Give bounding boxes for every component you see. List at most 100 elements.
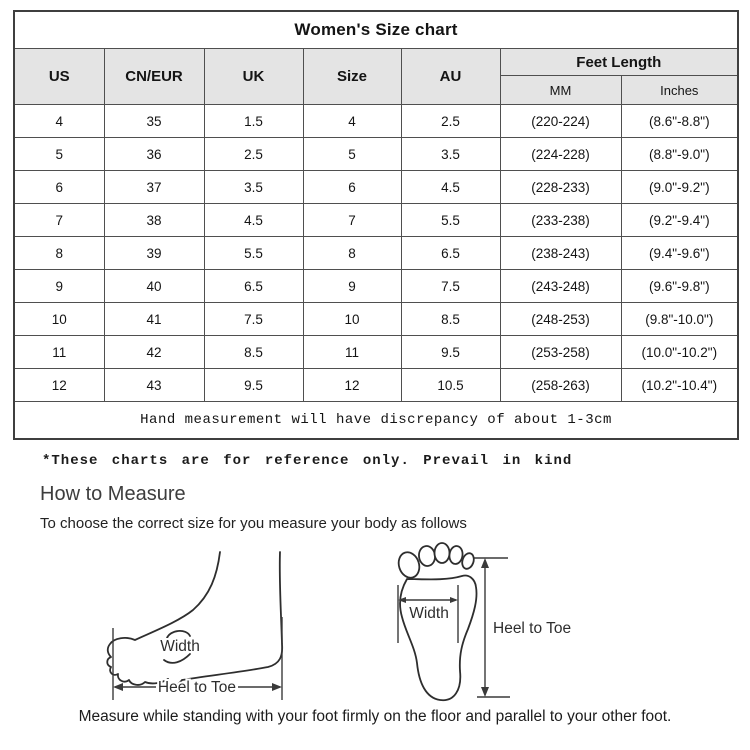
table-cell: 7 [13,203,105,237]
table-cell: (258-263) [499,368,622,402]
side-heel-to-toe-label: Heel to Toe [158,679,236,696]
sole-width-label: Width [409,605,449,622]
table-cell: 3.5 [400,137,501,171]
table-cell: (8.6"-8.8") [620,104,739,138]
arrowhead-left-icon [113,683,123,691]
table-row: 12 43 9.5 12 10.5 (258-263) (10.2"-10.4") [13,368,739,402]
table-cell: 11 [13,335,105,369]
foot-knuckle-detail [166,630,191,639]
table-cell: (224-228) [499,137,622,171]
table-cell: 43 [103,368,205,402]
table-cell: 40 [103,269,205,303]
table-row: 4 35 1.5 4 2.5 (220-224) (8.6"-8.8") [13,104,739,138]
table-cell: (220-224) [499,104,622,138]
column-header-mm: MM [499,75,622,105]
table-cell: 8 [13,236,105,270]
table-cell: 6 [302,170,402,204]
second-toe-icon [418,545,436,567]
table-row: 7 38 4.5 7 5.5 (233-238) (9.2"-9.4") [13,203,739,237]
table-cell: 7.5 [203,302,304,336]
table-cell: (9.2"-9.4") [620,203,739,237]
table-cell: 12 [302,368,402,402]
table-cell: 9.5 [203,368,304,402]
table-cell: 8.5 [203,335,304,369]
table-cell: 5.5 [400,203,501,237]
column-header-au: AU [400,48,501,105]
table-cell: (238-243) [499,236,622,270]
table-cell: 38 [103,203,205,237]
table-cell: (8.8"-9.0") [620,137,739,171]
table-cell: 9 [13,269,105,303]
table-cell: 4 [13,104,105,138]
table-cell: 8 [302,236,402,270]
column-header-inches: Inches [620,75,739,105]
table-cell: (233-238) [499,203,622,237]
arrowhead-right-icon [272,683,282,691]
table-cell: 9.5 [400,335,501,369]
table-cell: 35 [103,104,205,138]
column-header-size: Size [302,48,402,105]
table-cell: 41 [103,302,205,336]
table-header-row: US CN/EUR UK Size AU Feet Length [13,47,739,105]
table-cell: 2.5 [400,104,501,138]
table-cell: 5 [13,137,105,171]
table-row: 10 41 7.5 10 8.5 (248-253) (9.8"-10.0") [13,302,739,336]
arrowhead-up-icon [481,558,489,568]
big-toe-icon [397,551,421,579]
foot-instep-crease [163,653,191,664]
table-cell: 4.5 [400,170,501,204]
size-chart-table: Women's Size chart US CN/EUR UK Size AU … [13,10,740,440]
table-cell: (243-248) [499,269,622,303]
table-cell: 5 [302,137,402,171]
table-cell: 10 [13,302,105,336]
table-cell: (248-253) [499,302,622,336]
table-cell: 6 [13,170,105,204]
table-cell: 8.5 [400,302,501,336]
table-cell: 12 [13,368,105,402]
table-cell: 42 [103,335,205,369]
table-cell: 10.5 [400,368,501,402]
table-row: 11 42 8.5 11 9.5 (253-258) (10.0"-10.2") [13,335,739,369]
foot-sole-view-diagram: Width Heel to Toe [397,542,573,702]
table-cell: 10 [302,302,402,336]
table-cell: 6.5 [400,236,501,270]
table-row: 5 36 2.5 5 3.5 (224-228) (8.8"-9.0") [13,137,739,171]
fifth-toe-icon [461,552,475,570]
table-row: 6 37 3.5 6 4.5 (228-233) (9.0"-9.2") [13,170,739,204]
table-footer-row: Hand measurement will have discrepancy o… [13,401,739,440]
table-cell: 4 [302,104,402,138]
table-footer-note: Hand measurement will have discrepancy o… [13,401,739,440]
side-width-label: Width [160,638,200,655]
column-header-us: US [13,48,105,105]
measure-caption: Measure while standing with your foot fi… [78,708,672,725]
arrowhead-down-icon [481,687,489,697]
table-cell: (253-258) [499,335,622,369]
table-cell: 1.5 [203,104,304,138]
table-cell: 36 [103,137,205,171]
column-header-feet-length: Feet Length [499,47,739,77]
column-header-cn-eur: CN/EUR [103,48,205,105]
table-subheader-row: MM Inches [14,75,739,105]
table-cell: 5.5 [203,236,304,270]
table-title-row: Women's Size chart [13,10,739,49]
table-row: 8 39 5.5 8 6.5 (238-243) (9.4"-9.6") [13,236,739,270]
table-cell: 7.5 [400,269,501,303]
table-cell: 4.5 [203,203,304,237]
table-cell: (228-233) [499,170,622,204]
table-cell: 9 [302,269,402,303]
foot-side-outline [106,551,221,686]
table-cell: 3.5 [203,170,304,204]
third-toe-icon [433,542,451,564]
foot-sole-outline [399,574,478,702]
table-cell: (9.6"-9.8") [620,269,739,303]
size-table-body: 4 35 1.5 4 2.5 (220-224) (8.6"-8.8") 5 36 2.5 5 3.5… [13,104,739,402]
table-cell: (9.4"-9.6") [620,236,739,270]
arrowhead-right-icon [450,597,458,603]
table-cell: (10.2"-10.4") [620,368,739,402]
sole-heel-to-toe-label: Heel to Toe [493,620,571,637]
column-header-uk: UK [203,48,304,105]
table-cell: 39 [103,236,205,270]
table-cell: 37 [103,170,205,204]
table-row: 9 40 6.5 9 7.5 (243-248) (9.6"-9.8") [13,269,739,303]
